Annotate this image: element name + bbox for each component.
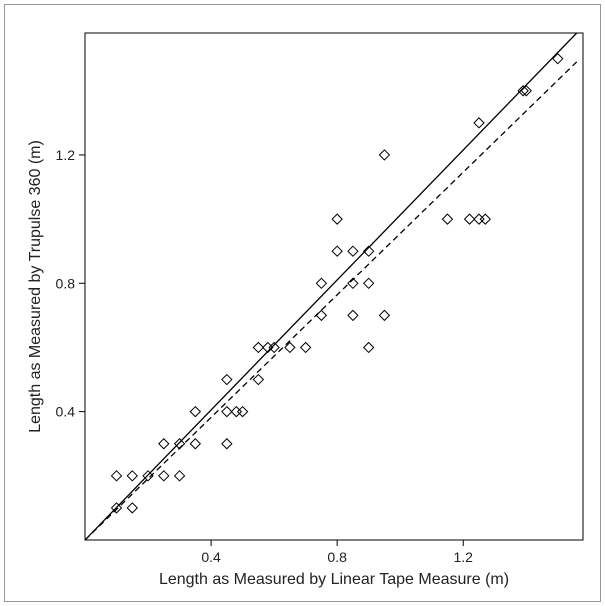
data-point [479,213,491,225]
data-point [315,277,328,289]
data-point [126,470,138,482]
x-tick-label: 0.4 [201,549,221,565]
data-point [362,277,375,289]
y-tick-label: 0.4 [56,404,76,420]
data-point [378,309,391,322]
y-axis-title: Length as Measured by Trupulse 360 (m) [27,140,44,433]
data-point [378,149,391,161]
y-tick-label: 1.2 [56,147,76,163]
data-point [362,245,375,257]
data-point [315,309,328,322]
data-point [347,309,359,322]
data-point [441,213,454,225]
data-point [126,502,138,514]
data-point [158,438,170,450]
data-point [299,341,312,354]
data-point [189,405,202,418]
data-point [252,341,265,354]
y-tick-label: 0.8 [56,275,76,291]
data-point [110,502,123,514]
data-point [362,341,375,354]
data-point [230,405,242,418]
data-point [347,245,359,257]
x-tick-label: 0.8 [327,549,347,565]
data-point [236,405,249,418]
solid-fit-line [85,33,578,540]
data-point [158,470,170,482]
data-point [110,470,123,482]
data-point [189,438,202,450]
x-axis: 0.4 0.8 1.2 [201,540,473,565]
data-point [173,470,186,482]
data-point [142,470,154,482]
data-point [473,213,485,225]
data-point [252,373,265,386]
data-point [552,52,564,65]
reference-lines [85,33,578,540]
data-point [221,438,233,450]
data-point [520,85,532,97]
data-point [463,213,476,225]
data-point [221,373,233,386]
dashed-fit-line [85,61,578,540]
data-points [110,52,564,514]
data-point [473,117,485,129]
plot-area [84,32,584,541]
data-point [347,277,359,289]
data-point [173,438,186,450]
data-point [221,405,233,418]
y-axis: 0.4 0.8 1.2 [56,147,85,420]
x-tick-label: 1.2 [453,549,473,565]
data-point [331,213,343,225]
data-point [284,341,296,354]
data-point [268,341,280,354]
data-point [517,85,529,97]
data-point [331,245,343,257]
x-axis-title: Length as Measured by Linear Tape Measur… [159,571,509,588]
figure-frame [4,4,601,602]
